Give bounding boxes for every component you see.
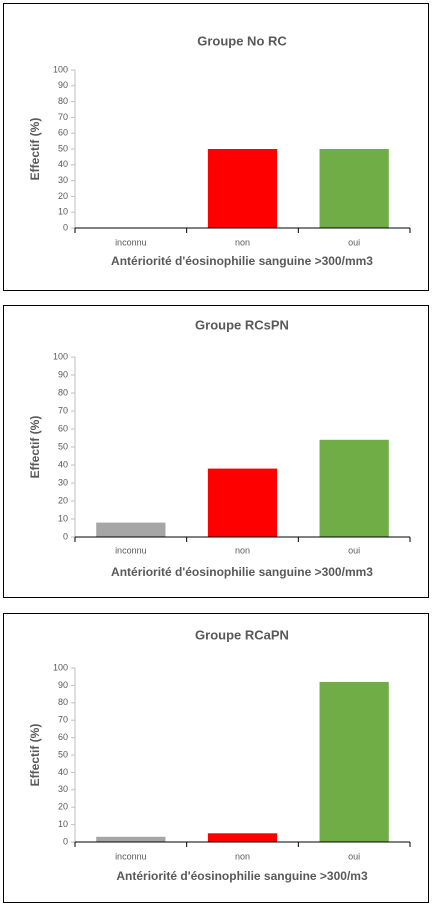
y-tick-label: 0 — [63, 222, 68, 232]
x-tick-label: non — [235, 851, 250, 861]
y-tick-label: 70 — [58, 112, 68, 122]
y-tick-label: 20 — [58, 802, 68, 812]
y-tick-label: 20 — [58, 495, 68, 505]
bar — [319, 681, 389, 842]
bar — [207, 468, 278, 537]
y-tick-label: 40 — [58, 459, 68, 469]
chart-panel: Groupe No RC 0 10 20 30 40 50 60 70 80 90 100 inconn… — [3, 3, 429, 291]
y-tick-label: 70 — [58, 715, 68, 725]
x-tick-label: inconnu — [115, 237, 147, 247]
y-axis-label: Effectif (%) — [28, 724, 42, 787]
y-tick-label: 40 — [58, 159, 68, 169]
x-axis-label: Antériorité d'éosinophilie sanguine >300… — [116, 869, 368, 883]
y-tick-label: 20 — [58, 191, 68, 201]
y-tick-label: 10 — [58, 513, 68, 523]
bar — [96, 836, 166, 842]
y-axis-label: Effectif (%) — [28, 118, 42, 181]
y-tick-label: 60 — [58, 128, 68, 138]
y-tick-label: 80 — [58, 96, 68, 106]
bar — [319, 439, 389, 537]
y-tick-label: 80 — [58, 387, 68, 397]
x-tick-label: oui — [348, 545, 360, 555]
y-tick-label: 90 — [58, 680, 68, 690]
y-tick-label: 70 — [58, 405, 68, 415]
x-axis-label: Antériorité d'éosinophilie sanguine >300… — [111, 254, 373, 268]
y-tick-label: 50 — [58, 143, 68, 153]
y-tick-label: 30 — [58, 784, 68, 794]
panel-border — [3, 613, 429, 903]
y-tick-label: 60 — [58, 732, 68, 742]
x-tick-label: inconnu — [115, 545, 147, 555]
y-tick-label: 100 — [53, 351, 68, 361]
y-tick-label: 50 — [58, 749, 68, 759]
y-axis-label: Effectif (%) — [28, 416, 42, 479]
x-axis-label: Antériorité d'éosinophilie sanguine >300… — [111, 565, 373, 579]
chart-title: Groupe No RC — [197, 33, 287, 48]
chart-panel: Groupe RCaPN 0 10 20 30 40 50 60 70 80 90 100 inconn… — [3, 613, 429, 903]
y-tick-label: 90 — [58, 369, 68, 379]
y-tick-label: 30 — [58, 175, 68, 185]
y-tick-label: 100 — [53, 662, 68, 672]
y-tick-label: 10 — [58, 207, 68, 217]
bar — [207, 149, 278, 228]
chart-title: Groupe RCaPN — [195, 627, 289, 642]
panel-border — [3, 3, 429, 291]
panel-border — [3, 305, 429, 598]
bar — [207, 833, 278, 842]
x-tick-label: non — [235, 237, 250, 247]
y-tick-label: 50 — [58, 441, 68, 451]
y-tick-label: 30 — [58, 477, 68, 487]
y-tick-label: 40 — [58, 767, 68, 777]
chart-panel: Groupe RCsPN 0 10 20 30 40 50 60 70 80 90 100 inconn… — [3, 305, 429, 598]
chart-title: Groupe RCsPN — [195, 317, 289, 332]
y-tick-label: 90 — [58, 80, 68, 90]
y-tick-label: 0 — [63, 531, 68, 541]
x-tick-label: oui — [348, 237, 360, 247]
bar — [319, 149, 389, 228]
bar — [96, 522, 166, 537]
y-tick-label: 100 — [53, 64, 68, 74]
y-tick-label: 80 — [58, 697, 68, 707]
x-tick-label: oui — [348, 851, 360, 861]
x-tick-label: non — [235, 545, 250, 555]
y-tick-label: 10 — [58, 819, 68, 829]
y-tick-label: 60 — [58, 423, 68, 433]
y-tick-label: 0 — [63, 836, 68, 846]
x-tick-label: inconnu — [115, 851, 147, 861]
